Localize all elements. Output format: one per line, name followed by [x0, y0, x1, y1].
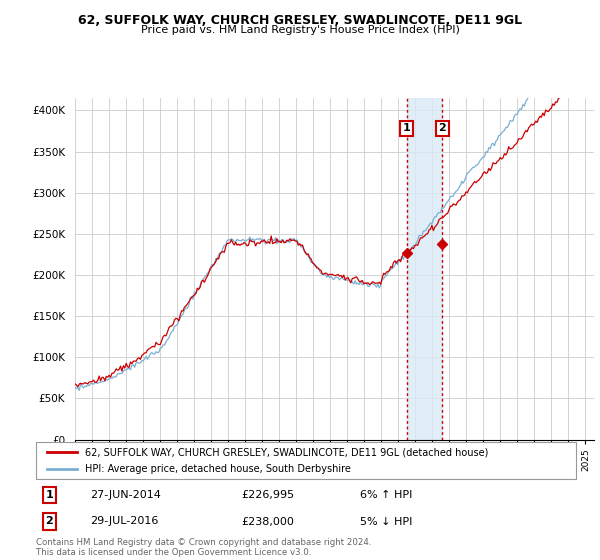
Text: 62, SUFFOLK WAY, CHURCH GRESLEY, SWADLINCOTE, DE11 9GL: 62, SUFFOLK WAY, CHURCH GRESLEY, SWADLIN…: [78, 14, 522, 27]
Text: £238,000: £238,000: [241, 516, 294, 526]
Text: Price paid vs. HM Land Registry's House Price Index (HPI): Price paid vs. HM Land Registry's House …: [140, 25, 460, 35]
Text: 6% ↑ HPI: 6% ↑ HPI: [360, 490, 412, 500]
Text: 27-JUN-2014: 27-JUN-2014: [90, 490, 161, 500]
Text: 5% ↓ HPI: 5% ↓ HPI: [360, 516, 412, 526]
Text: HPI: Average price, detached house, South Derbyshire: HPI: Average price, detached house, Sout…: [85, 464, 350, 474]
Text: 2: 2: [46, 516, 53, 526]
Text: £226,995: £226,995: [241, 490, 295, 500]
Text: 1: 1: [403, 123, 410, 133]
Bar: [407, 98, 442, 440]
Text: 2: 2: [439, 123, 446, 133]
Text: 29-JUL-2016: 29-JUL-2016: [90, 516, 158, 526]
FancyBboxPatch shape: [36, 442, 576, 479]
Text: Contains HM Land Registry data © Crown copyright and database right 2024.
This d: Contains HM Land Registry data © Crown c…: [36, 538, 371, 557]
Text: 1: 1: [46, 490, 53, 500]
Text: 62, SUFFOLK WAY, CHURCH GRESLEY, SWADLINCOTE, DE11 9GL (detached house): 62, SUFFOLK WAY, CHURCH GRESLEY, SWADLIN…: [85, 447, 488, 457]
